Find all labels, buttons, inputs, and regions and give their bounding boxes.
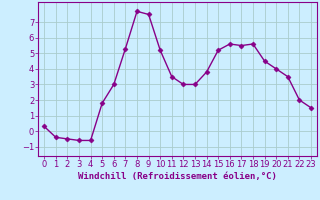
X-axis label: Windchill (Refroidissement éolien,°C): Windchill (Refroidissement éolien,°C) — [78, 172, 277, 181]
